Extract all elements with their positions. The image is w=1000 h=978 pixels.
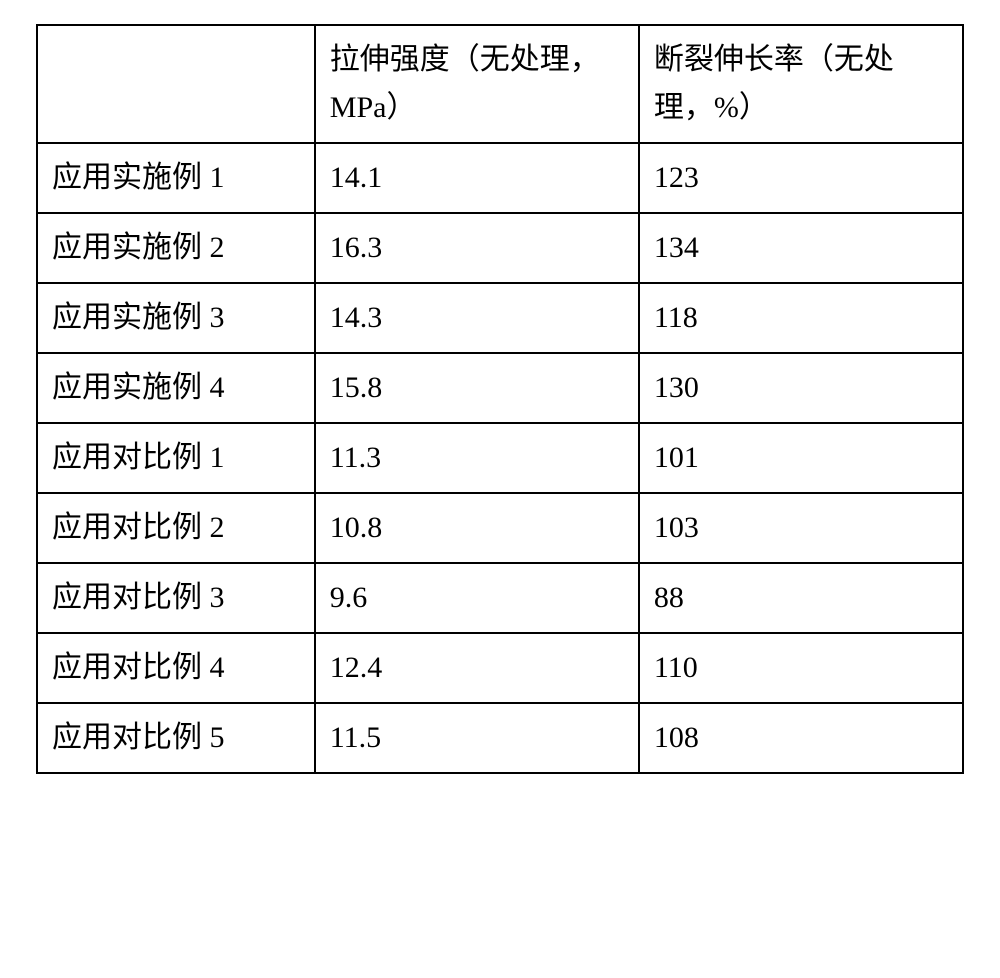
table-container: 拉伸强度（无处理，MPa） 断裂伸长率（无处理，%） 应用实施例 1 14.1 …	[0, 0, 1000, 798]
cell-label: 应用实施例 3	[37, 283, 315, 353]
cell-label: 应用实施例 2	[37, 213, 315, 283]
table-row: 应用实施例 2 16.3 134	[37, 213, 963, 283]
cell-elongation: 118	[639, 283, 963, 353]
cell-elongation: 123	[639, 143, 963, 213]
cell-label: 应用实施例 4	[37, 353, 315, 423]
table-header-row: 拉伸强度（无处理，MPa） 断裂伸长率（无处理，%）	[37, 25, 963, 143]
cell-tensile: 9.6	[315, 563, 639, 633]
table-row: 应用对比例 1 11.3 101	[37, 423, 963, 493]
table-row: 应用对比例 2 10.8 103	[37, 493, 963, 563]
cell-label: 应用实施例 1	[37, 143, 315, 213]
cell-tensile: 11.3	[315, 423, 639, 493]
cell-elongation: 101	[639, 423, 963, 493]
cell-tensile: 14.1	[315, 143, 639, 213]
cell-tensile: 16.3	[315, 213, 639, 283]
table-row: 应用实施例 4 15.8 130	[37, 353, 963, 423]
table-row: 应用实施例 1 14.1 123	[37, 143, 963, 213]
col-header-0	[37, 25, 315, 143]
cell-elongation: 103	[639, 493, 963, 563]
cell-label: 应用对比例 4	[37, 633, 315, 703]
table-row: 应用对比例 3 9.6 88	[37, 563, 963, 633]
col-header-2: 断裂伸长率（无处理，%）	[639, 25, 963, 143]
cell-label: 应用对比例 1	[37, 423, 315, 493]
cell-elongation: 110	[639, 633, 963, 703]
table-row: 应用实施例 3 14.3 118	[37, 283, 963, 353]
cell-tensile: 14.3	[315, 283, 639, 353]
table-row: 应用对比例 5 11.5 108	[37, 703, 963, 773]
table-row: 应用对比例 4 12.4 110	[37, 633, 963, 703]
cell-label: 应用对比例 2	[37, 493, 315, 563]
cell-elongation: 130	[639, 353, 963, 423]
cell-tensile: 15.8	[315, 353, 639, 423]
cell-label: 应用对比例 5	[37, 703, 315, 773]
cell-tensile: 11.5	[315, 703, 639, 773]
cell-elongation: 134	[639, 213, 963, 283]
cell-label: 应用对比例 3	[37, 563, 315, 633]
cell-elongation: 88	[639, 563, 963, 633]
cell-tensile: 10.8	[315, 493, 639, 563]
data-table: 拉伸强度（无处理，MPa） 断裂伸长率（无处理，%） 应用实施例 1 14.1 …	[36, 24, 964, 774]
cell-tensile: 12.4	[315, 633, 639, 703]
cell-elongation: 108	[639, 703, 963, 773]
col-header-1: 拉伸强度（无处理，MPa）	[315, 25, 639, 143]
